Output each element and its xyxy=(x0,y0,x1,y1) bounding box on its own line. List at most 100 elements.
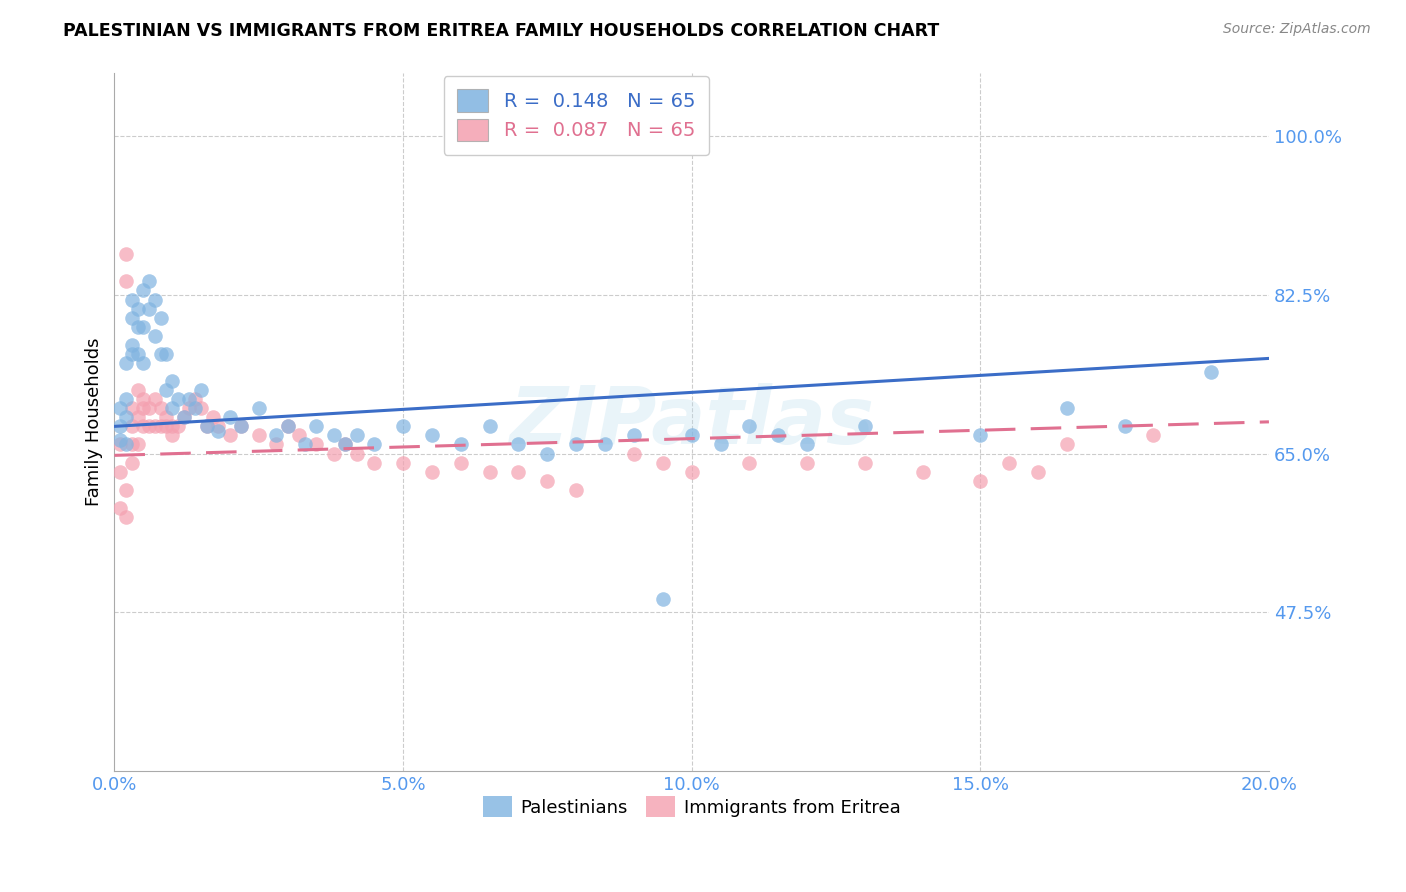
Point xyxy=(149,347,172,361)
Point xyxy=(121,437,143,451)
Point xyxy=(121,293,143,307)
Point xyxy=(173,410,195,425)
Point xyxy=(132,284,155,298)
Point xyxy=(127,301,149,316)
Point xyxy=(127,410,149,425)
Point xyxy=(1026,465,1049,479)
Point xyxy=(121,338,143,352)
Point xyxy=(911,465,934,479)
Point xyxy=(127,383,149,397)
Point xyxy=(1056,437,1078,451)
Point xyxy=(998,456,1021,470)
Point xyxy=(155,383,177,397)
Point xyxy=(121,419,143,434)
Point xyxy=(143,419,166,434)
Point xyxy=(160,374,183,388)
Point xyxy=(1199,365,1222,379)
Point xyxy=(108,433,131,447)
Point xyxy=(190,383,212,397)
Point xyxy=(149,310,172,325)
Point xyxy=(853,456,876,470)
Point xyxy=(179,392,201,407)
Point xyxy=(207,424,229,438)
Point xyxy=(651,591,673,606)
Point xyxy=(1056,401,1078,416)
Point xyxy=(247,428,270,442)
Text: Source: ZipAtlas.com: Source: ZipAtlas.com xyxy=(1223,22,1371,37)
Point xyxy=(231,419,253,434)
Point xyxy=(768,428,790,442)
Text: ZIPatlas: ZIPatlas xyxy=(509,383,875,461)
Point xyxy=(478,465,501,479)
Point xyxy=(593,437,616,451)
Point xyxy=(305,419,328,434)
Point xyxy=(681,428,703,442)
Point xyxy=(149,419,172,434)
Point xyxy=(115,274,138,288)
Point xyxy=(420,428,443,442)
Point xyxy=(121,456,143,470)
Point xyxy=(132,401,155,416)
Point xyxy=(264,437,287,451)
Point xyxy=(346,446,368,460)
Point xyxy=(143,328,166,343)
Point xyxy=(132,419,155,434)
Point xyxy=(121,310,143,325)
Point xyxy=(108,401,131,416)
Point xyxy=(392,419,415,434)
Point xyxy=(155,410,177,425)
Point xyxy=(184,401,207,416)
Point xyxy=(115,247,138,261)
Point xyxy=(420,465,443,479)
Point xyxy=(363,437,385,451)
Point xyxy=(969,428,991,442)
Point xyxy=(651,456,673,470)
Point xyxy=(167,419,190,434)
Point xyxy=(709,437,731,451)
Point xyxy=(190,401,212,416)
Point xyxy=(508,465,530,479)
Point xyxy=(115,356,138,370)
Point xyxy=(969,474,991,488)
Point xyxy=(138,419,160,434)
Point xyxy=(264,428,287,442)
Point xyxy=(450,437,472,451)
Point xyxy=(363,456,385,470)
Point xyxy=(160,419,183,434)
Point xyxy=(132,319,155,334)
Point xyxy=(335,437,357,451)
Point xyxy=(160,428,183,442)
Point xyxy=(853,419,876,434)
Point xyxy=(108,437,131,451)
Point xyxy=(132,356,155,370)
Point xyxy=(335,437,357,451)
Point xyxy=(288,428,311,442)
Point xyxy=(138,401,160,416)
Point xyxy=(623,428,645,442)
Point xyxy=(738,456,761,470)
Point xyxy=(201,410,224,425)
Legend: Palestinians, Immigrants from Eritrea: Palestinians, Immigrants from Eritrea xyxy=(475,789,908,824)
Point xyxy=(277,419,299,434)
Point xyxy=(218,428,240,442)
Point xyxy=(115,483,138,497)
Point xyxy=(115,510,138,524)
Point xyxy=(305,437,328,451)
Point xyxy=(108,465,131,479)
Point xyxy=(294,437,316,451)
Point xyxy=(167,392,190,407)
Text: PALESTINIAN VS IMMIGRANTS FROM ERITREA FAMILY HOUSEHOLDS CORRELATION CHART: PALESTINIAN VS IMMIGRANTS FROM ERITREA F… xyxy=(63,22,939,40)
Point xyxy=(149,401,172,416)
Point xyxy=(536,474,558,488)
Point xyxy=(132,392,155,407)
Point xyxy=(346,428,368,442)
Point xyxy=(115,410,138,425)
Point xyxy=(160,401,183,416)
Point xyxy=(322,446,344,460)
Point xyxy=(218,410,240,425)
Point xyxy=(108,500,131,515)
Point xyxy=(155,419,177,434)
Point xyxy=(143,293,166,307)
Point xyxy=(322,428,344,442)
Point xyxy=(155,347,177,361)
